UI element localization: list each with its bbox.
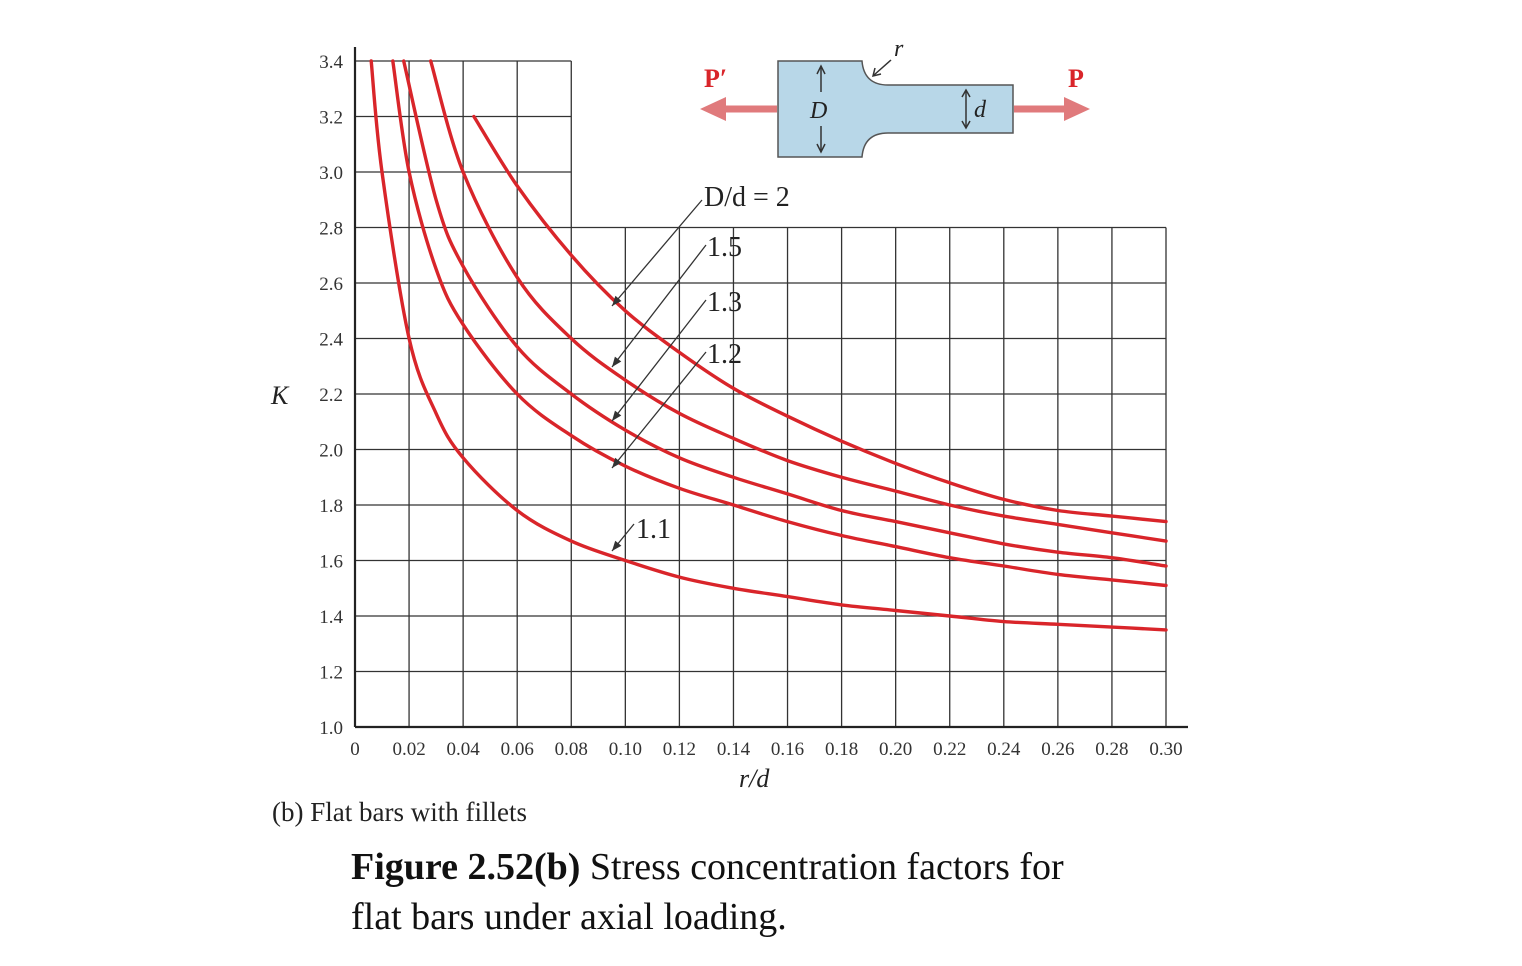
y-tick-label-12: 3.4 xyxy=(319,52,343,73)
y-tick-label-1: 1.2 xyxy=(319,663,343,684)
label-r: r xyxy=(894,36,904,62)
curve-label-leader-2 xyxy=(611,299,707,422)
curve-label-arrowhead-4 xyxy=(612,540,622,551)
label-d: d xyxy=(974,97,987,123)
curve-label-leader-3 xyxy=(611,351,707,469)
figure-caption-line-1: Figure 2.52(b) Stress concentration fact… xyxy=(351,846,1064,888)
right-force-arrow xyxy=(1014,97,1090,121)
subcaption: (b) Flat bars with fillets xyxy=(272,797,527,827)
curve-label-1-2: 1.2 xyxy=(707,339,742,370)
y-tick-label-7: 2.4 xyxy=(319,330,343,351)
y-tick-label-8: 2.6 xyxy=(319,274,343,295)
x-tick-label-11: 0.22 xyxy=(933,739,966,760)
curve-4 xyxy=(369,59,1168,632)
x-tick-label-15: 0.30 xyxy=(1149,739,1182,760)
chart-grid xyxy=(355,60,1167,727)
dimension-D xyxy=(816,64,826,154)
curve-label-1-1: 1.1 xyxy=(636,514,671,545)
curve-1 xyxy=(429,59,1168,543)
curve-label-arrowhead-1 xyxy=(612,356,622,367)
y-tick-label-4: 1.8 xyxy=(319,496,343,517)
chart-axes xyxy=(353,47,1188,729)
chart-curves xyxy=(369,59,1168,632)
y-tick-label-10: 3.0 xyxy=(319,163,343,184)
label-D: D xyxy=(809,98,827,124)
curve-0 xyxy=(472,114,1168,524)
y-tick-label-11: 3.2 xyxy=(319,108,343,129)
x-tick-label-13: 0.26 xyxy=(1041,739,1074,760)
curve-label-leaders xyxy=(611,199,707,552)
x-tick-label-5: 0.10 xyxy=(609,739,642,760)
curve-label-arrowhead-0 xyxy=(612,295,622,306)
left-force-arrow xyxy=(700,97,777,121)
y-tick-label-5: 2.0 xyxy=(319,441,343,462)
x-tick-label-9: 0.18 xyxy=(825,739,858,760)
force-label-left: P′ xyxy=(704,64,727,93)
flat-bar-diagram: P′ P D d r xyxy=(700,36,1090,158)
x-tick-label-0: 0 xyxy=(350,739,360,760)
y-tick-label-2: 1.4 xyxy=(319,607,343,628)
curve-label-leader-1 xyxy=(611,244,707,368)
y-tick-label-6: 2.2 xyxy=(319,385,343,406)
x-tick-label-1: 0.02 xyxy=(392,739,425,760)
x-tick-label-2: 0.04 xyxy=(447,739,481,760)
force-label-right: P xyxy=(1068,64,1084,93)
curve-2 xyxy=(402,59,1168,568)
x-tick-label-12: 0.24 xyxy=(987,739,1021,760)
x-axis-label: r/d xyxy=(739,764,770,793)
x-tick-label-10: 0.20 xyxy=(879,739,912,760)
x-tick-label-4: 0.08 xyxy=(555,739,588,760)
x-tick-label-6: 0.12 xyxy=(663,739,696,760)
curve-label-arrowhead-3 xyxy=(612,457,622,468)
curve-label-leader-0 xyxy=(611,199,703,307)
y-tick-label-9: 2.8 xyxy=(319,219,343,240)
curve-3 xyxy=(391,59,1168,588)
figure-caption-line-2: flat bars under axial loading. xyxy=(351,896,787,938)
dimension-d xyxy=(961,88,971,130)
curve-label-dd2: D/d = 2 xyxy=(704,182,790,213)
x-tick-label-8: 0.16 xyxy=(771,739,804,760)
curve-label-1-5: 1.5 xyxy=(707,232,742,263)
curve-label-arrowhead-2 xyxy=(612,410,622,421)
curve-label-1-3: 1.3 xyxy=(707,287,742,318)
y-tick-label-0: 1.0 xyxy=(319,718,343,739)
caption-text-1: Stress concentration factors for xyxy=(580,846,1064,888)
flat-bar-with-fillet xyxy=(777,60,1014,158)
y-tick-label-3: 1.6 xyxy=(319,552,343,573)
x-tick-label-7: 0.14 xyxy=(717,739,751,760)
x-tick-label-3: 0.06 xyxy=(501,739,534,760)
figure-number: Figure 2.52(b) xyxy=(351,846,580,888)
x-tick-label-14: 0.28 xyxy=(1095,739,1128,760)
chart-tick-labels: 1.0 1.2 1.4 1.6 1.8 2.0 2.2 2.4 2.6 2.8 3.0 3.2 3.4 0… xyxy=(319,52,1182,760)
y-axis-label: K xyxy=(270,381,290,410)
fillet-radius-leader xyxy=(871,59,892,78)
